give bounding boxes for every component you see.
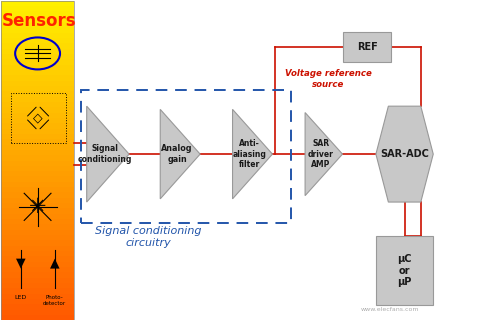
Text: Signal conditioning
circuitry: Signal conditioning circuitry bbox=[95, 226, 202, 247]
Bar bbox=[0, 17, 74, 22]
Bar bbox=[0, 187, 74, 193]
Bar bbox=[0, 128, 74, 134]
Bar bbox=[0, 65, 74, 70]
Polygon shape bbox=[232, 109, 272, 199]
Bar bbox=[0, 198, 74, 203]
Bar bbox=[0, 272, 74, 278]
Bar bbox=[0, 235, 74, 240]
Bar bbox=[0, 251, 74, 256]
Text: Voltage reference
source: Voltage reference source bbox=[285, 69, 372, 89]
Bar bbox=[0, 43, 74, 49]
Polygon shape bbox=[376, 106, 433, 202]
Bar bbox=[0, 283, 74, 288]
Bar bbox=[0, 208, 74, 214]
Text: ✳: ✳ bbox=[29, 197, 46, 217]
Text: Sensors: Sensors bbox=[2, 12, 76, 30]
Bar bbox=[0, 33, 74, 38]
Bar bbox=[0, 155, 74, 160]
Bar bbox=[0, 107, 74, 113]
Bar bbox=[0, 59, 74, 65]
Bar bbox=[0, 22, 74, 27]
Bar bbox=[0, 240, 74, 246]
Bar bbox=[0, 86, 74, 91]
Bar bbox=[0, 214, 74, 219]
Text: REF: REF bbox=[357, 42, 378, 52]
Bar bbox=[0, 6, 74, 11]
Bar bbox=[0, 134, 74, 139]
Text: Anti-
aliasing
filter: Anti- aliasing filter bbox=[232, 139, 266, 169]
Polygon shape bbox=[86, 106, 129, 202]
Text: SAR-ADC: SAR-ADC bbox=[380, 149, 429, 159]
Bar bbox=[0, 246, 74, 251]
Bar bbox=[0, 299, 74, 304]
Bar bbox=[0, 278, 74, 283]
Text: Analog
gain: Analog gain bbox=[162, 144, 193, 164]
Bar bbox=[0, 81, 74, 86]
Bar bbox=[0, 310, 74, 315]
Bar bbox=[0, 123, 74, 128]
Text: www.elecfans.com: www.elecfans.com bbox=[360, 307, 419, 312]
Polygon shape bbox=[160, 109, 200, 199]
Text: μC
or
μP: μC or μP bbox=[398, 254, 412, 287]
Text: LED: LED bbox=[14, 295, 27, 300]
Polygon shape bbox=[305, 113, 343, 196]
Bar bbox=[0, 177, 74, 182]
Bar bbox=[0, 203, 74, 208]
Bar bbox=[0, 1, 74, 320]
Bar bbox=[0, 288, 74, 294]
Bar bbox=[0, 75, 74, 81]
Bar bbox=[0, 54, 74, 59]
Text: SAR
driver
AMP: SAR driver AMP bbox=[308, 139, 334, 169]
Bar bbox=[0, 315, 74, 320]
Bar bbox=[0, 256, 74, 262]
Bar bbox=[0, 27, 74, 33]
Bar bbox=[0, 1, 74, 6]
Text: ◇: ◇ bbox=[34, 111, 43, 125]
Bar bbox=[0, 166, 74, 171]
Bar bbox=[0, 262, 74, 267]
Bar bbox=[10, 93, 66, 143]
Bar bbox=[0, 139, 74, 144]
Bar bbox=[0, 150, 74, 155]
Bar bbox=[0, 230, 74, 235]
Bar bbox=[0, 267, 74, 272]
Bar bbox=[376, 236, 433, 305]
Bar bbox=[82, 90, 291, 223]
Bar bbox=[0, 97, 74, 102]
Bar bbox=[0, 193, 74, 198]
Bar bbox=[0, 38, 74, 43]
Bar bbox=[0, 102, 74, 107]
Bar bbox=[344, 32, 391, 62]
Bar bbox=[0, 171, 74, 177]
Bar bbox=[0, 49, 74, 54]
Bar bbox=[0, 304, 74, 310]
Text: ▲: ▲ bbox=[50, 256, 59, 269]
Bar bbox=[0, 70, 74, 75]
Text: Photo-
detector: Photo- detector bbox=[43, 295, 66, 306]
Bar bbox=[0, 224, 74, 230]
Bar bbox=[0, 160, 74, 166]
Bar bbox=[0, 11, 74, 17]
Bar bbox=[0, 113, 74, 118]
Text: Signal
conditioning: Signal conditioning bbox=[78, 144, 132, 164]
Bar bbox=[0, 294, 74, 299]
Bar bbox=[0, 182, 74, 187]
Bar bbox=[0, 91, 74, 97]
Bar bbox=[0, 144, 74, 150]
Bar bbox=[0, 118, 74, 123]
Bar bbox=[0, 219, 74, 224]
Text: ▼: ▼ bbox=[16, 256, 26, 269]
